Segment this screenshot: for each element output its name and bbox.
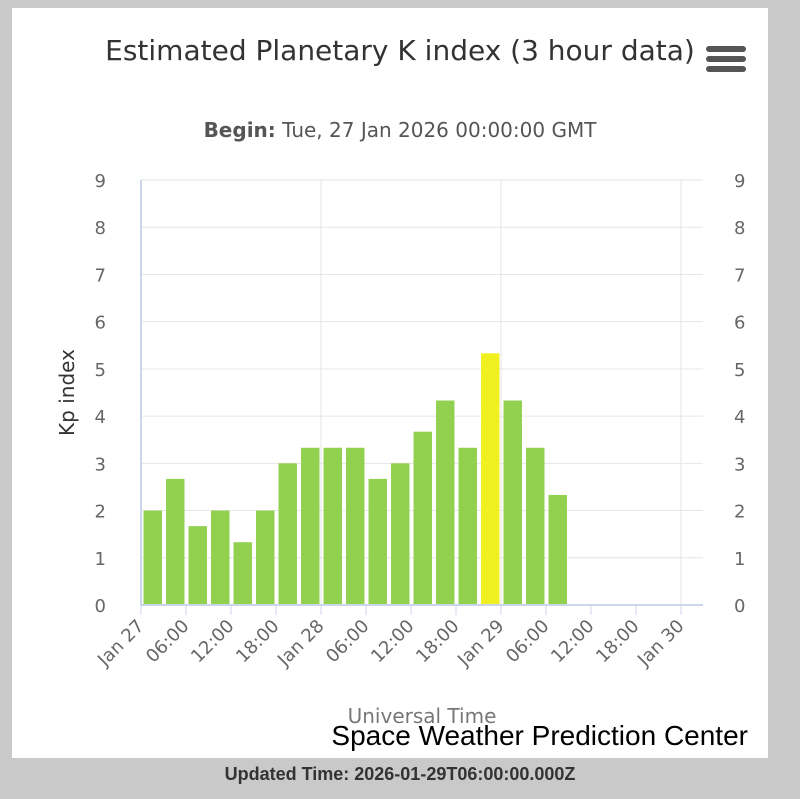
x-tick-label: Jan 27 xyxy=(93,616,148,671)
y-tick-label-right: 9 xyxy=(734,171,745,192)
x-axis-title: Universal Time xyxy=(348,704,497,728)
x-tick-label: 12:00 xyxy=(187,616,239,668)
y-tick-label-left: 4 xyxy=(95,407,106,428)
y-tick-label-left: 1 xyxy=(95,549,106,570)
y-tick-label-right: 6 xyxy=(734,313,745,334)
chart-subtitle: Begin: Tue, 27 Jan 2026 00:00:00 GMT xyxy=(0,118,800,142)
kp-bar xyxy=(143,510,162,605)
x-tick-label: 12:00 xyxy=(367,616,419,668)
y-axis-title: Kp index xyxy=(55,349,79,436)
kp-bar xyxy=(256,510,275,605)
chart-title: Estimated Planetary K index (3 hour data… xyxy=(105,34,695,67)
kp-bar xyxy=(481,353,500,605)
y-tick-label-right: 3 xyxy=(734,454,745,475)
kp-bar xyxy=(301,447,320,605)
x-tick-label: 06:00 xyxy=(142,616,194,668)
kp-bar xyxy=(548,494,567,605)
y-tick-label-left: 9 xyxy=(95,171,106,192)
subtitle-value: Tue, 27 Jan 2026 00:00:00 GMT xyxy=(282,118,597,142)
y-tick-label-right: 7 xyxy=(734,265,745,286)
kp-bar xyxy=(413,431,432,605)
kp-bar xyxy=(211,510,230,605)
x-tick-label: 18:00 xyxy=(232,616,284,668)
x-tick-label: 18:00 xyxy=(412,616,464,668)
kp-bar xyxy=(458,447,477,605)
kp-bar xyxy=(233,542,252,605)
x-tick-label: 12:00 xyxy=(547,616,599,668)
x-tick-label: 06:00 xyxy=(502,616,554,668)
y-tick-label-right: 1 xyxy=(734,549,745,570)
y-tick-label-right: 4 xyxy=(734,407,745,428)
y-tick-label-right: 0 xyxy=(734,596,745,617)
kp-bar xyxy=(346,447,365,605)
y-tick-label-left: 0 xyxy=(95,596,106,617)
x-tick-label: Jan 30 xyxy=(633,616,688,671)
kp-bar xyxy=(188,526,207,605)
y-tick-label-left: 7 xyxy=(95,265,106,286)
x-tick-label: Jan 28 xyxy=(273,616,328,671)
kp-bar xyxy=(526,447,545,605)
kp-bar xyxy=(323,447,342,605)
chart-frame xyxy=(12,8,768,758)
hamburger-menu-icon[interactable] xyxy=(706,46,746,80)
kp-bar xyxy=(166,478,185,605)
kp-bar xyxy=(503,400,522,605)
kp-bar xyxy=(368,478,387,605)
subtitle-label: Begin: xyxy=(203,118,276,142)
x-tick-label: 06:00 xyxy=(322,616,374,668)
x-tick-label: Jan 29 xyxy=(453,616,508,671)
kp-bar xyxy=(391,463,410,605)
credits-text[interactable]: Space Weather Prediction Center xyxy=(331,720,748,751)
x-tick-label: 18:00 xyxy=(592,616,644,668)
kp-bar xyxy=(436,400,455,605)
y-tick-label-left: 2 xyxy=(95,502,106,523)
y-tick-label-right: 5 xyxy=(734,360,745,381)
updated-time: Updated Time: 2026-01-29T06:00:00.000Z xyxy=(224,764,576,784)
y-tick-label-left: 5 xyxy=(95,360,106,381)
y-tick-label-right: 2 xyxy=(734,502,745,523)
y-tick-label-left: 3 xyxy=(95,454,106,475)
y-tick-label-right: 8 xyxy=(734,218,745,239)
y-tick-label-left: 6 xyxy=(95,313,106,334)
y-tick-label-left: 8 xyxy=(95,218,106,239)
kp-bar xyxy=(278,463,297,605)
